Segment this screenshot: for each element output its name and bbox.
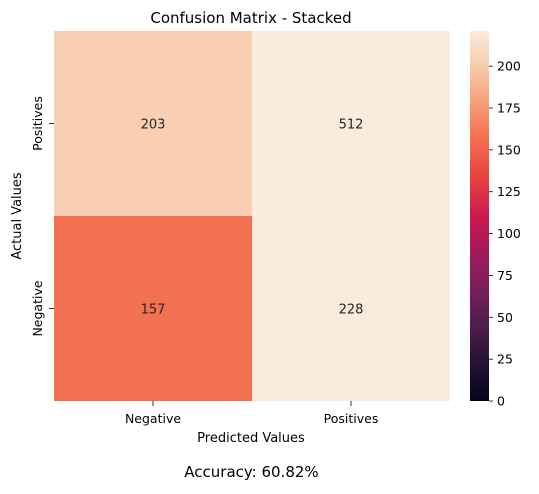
heatmap-cell xyxy=(252,31,450,216)
colorbar-ticks: 0 25 50 75 100 125 150 175 200 xyxy=(489,59,521,409)
y-axis-ticks: Positives Negative xyxy=(30,96,54,337)
accuracy-caption: Accuracy: 60.82% xyxy=(184,463,319,481)
colorbar-gradient xyxy=(470,31,489,401)
heatmap-cell xyxy=(54,31,252,216)
heatmap-cells: 203 512 157 228 xyxy=(54,31,450,401)
x-tick-label: Positives xyxy=(324,411,379,426)
colorbar-tick-label: 200 xyxy=(497,59,521,74)
x-axis-label: Predicted Values xyxy=(197,431,305,446)
y-axis-label: Actual Values xyxy=(10,172,25,260)
colorbar xyxy=(470,31,489,401)
colorbar-tick-label: 50 xyxy=(497,310,513,325)
y-tick-label: Negative xyxy=(30,280,45,336)
chart-title: Confusion Matrix - Stacked xyxy=(150,9,351,27)
x-axis-ticks: Negative Positives xyxy=(125,401,378,426)
colorbar-tick-label: 125 xyxy=(497,184,521,199)
heatmap-cell xyxy=(252,216,450,401)
cell-value-label: 157 xyxy=(141,303,166,318)
colorbar-tick-label: 0 xyxy=(497,394,505,409)
colorbar-tick-label: 150 xyxy=(497,142,521,157)
cell-value-label: 228 xyxy=(339,303,364,318)
cell-value-label: 512 xyxy=(339,118,364,133)
colorbar-tick-label: 100 xyxy=(497,226,521,241)
x-tick-label: Negative xyxy=(125,411,181,426)
colorbar-tick-label: 175 xyxy=(497,101,521,116)
cell-value-label: 203 xyxy=(141,118,166,133)
colorbar-tick-label: 75 xyxy=(497,268,513,283)
colorbar-tick-label: 25 xyxy=(497,352,513,367)
heatmap-cell xyxy=(54,216,252,401)
y-tick-label: Positives xyxy=(30,96,45,151)
